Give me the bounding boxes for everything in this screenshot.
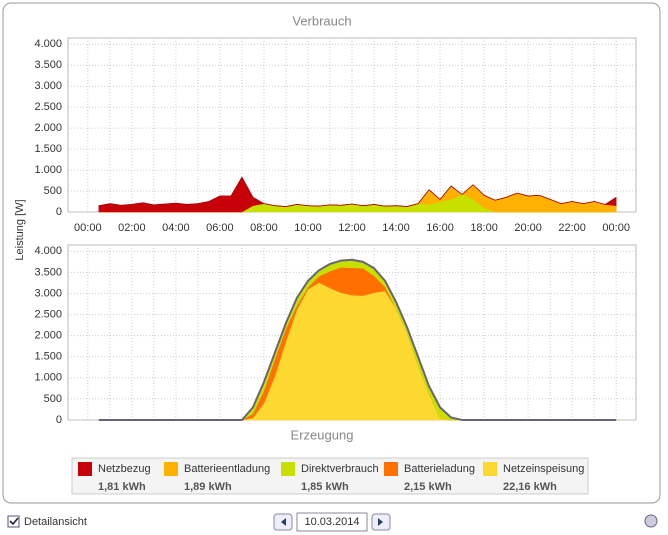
legend-energy: 2,15 kWh: [404, 481, 452, 493]
legend-label: Netzbezug: [98, 463, 151, 475]
legend-box: [71, 457, 589, 495]
y-tick-label: 1.500: [34, 143, 62, 155]
x-tick-label: 22:00: [558, 222, 586, 234]
legend-label: Netzeinspeisung: [503, 463, 584, 475]
legend-label: Batterieentladung: [184, 463, 270, 475]
x-tick-label: 18:00: [470, 222, 498, 234]
x-tick-label: 14:00: [382, 222, 410, 234]
x-tick-label: 12:00: [338, 222, 366, 234]
date-text: 10.03.2014: [304, 516, 359, 528]
date-field[interactable]: [296, 512, 368, 532]
legend-label: Direktverbrauch: [301, 463, 379, 475]
chart-title: Verbrauch: [292, 13, 351, 28]
y-tick-label: 1.000: [34, 372, 62, 384]
legend: Netzbezug 1,81 kWh Batterieentladung 1,89 k…: [78, 462, 584, 493]
y-tick-label: 2.000: [34, 122, 62, 134]
x-tick-label: 00:00: [74, 222, 102, 234]
y-tick-label: 0: [56, 206, 62, 218]
checkbox[interactable]: [7, 515, 20, 528]
y-tick-label: 0: [56, 414, 62, 426]
y-tick-label: 1.500: [34, 351, 62, 363]
y-tick-label: 500: [44, 185, 62, 197]
legend-swatch: [78, 462, 92, 476]
legend-energy: 1,89 kWh: [184, 481, 232, 493]
prev-icon: [281, 518, 286, 526]
x-tick-label: 10:00: [294, 222, 322, 234]
legend-energy: 1,81 kWh: [98, 481, 146, 493]
x-tick-label: 16:00: [426, 222, 454, 234]
checkbox-label[interactable]: Detailansicht: [24, 516, 87, 528]
total-line: [98, 176, 617, 207]
legend-energy: 1,85 kWh: [301, 481, 349, 493]
y-tick-label: 3.000: [34, 287, 62, 299]
x-tick-label: 06:00: [206, 222, 234, 234]
x-tick-label: 08:00: [250, 222, 278, 234]
checkmark: [9, 517, 19, 526]
y-tick-label: 4.000: [34, 38, 62, 50]
y-tick-label: 3.500: [34, 59, 62, 71]
x-tick-label: 20:00: [514, 222, 542, 234]
x-tick-label: 00:00: [602, 222, 630, 234]
legend-label: Batterieladung: [404, 463, 475, 475]
x-tick-label: 02:00: [118, 222, 146, 234]
y-tick-label: 4.000: [34, 245, 62, 257]
legend-swatch: [384, 462, 398, 476]
legend-swatch: [164, 462, 178, 476]
y-tick-label: 3.000: [34, 80, 62, 92]
y-tick-label: 2.500: [34, 308, 62, 320]
y-tick-label: 2.500: [34, 101, 62, 113]
y-tick-label: 2.000: [34, 330, 62, 342]
x-tick-label: 04:00: [162, 222, 190, 234]
next-icon: [378, 518, 383, 526]
legend-swatch: [281, 462, 295, 476]
y-tick-label: 1.000: [34, 164, 62, 176]
y-tick-label: 3.500: [34, 266, 62, 278]
y-axis-label: Leistung [W]: [14, 199, 26, 260]
y-tick-label: 500: [44, 393, 62, 405]
legend-energy: 22,16 kWh: [503, 481, 557, 493]
settings-icon[interactable]: [644, 514, 658, 528]
chart-title: Erzeugung: [291, 427, 354, 442]
total-line: [98, 258, 617, 421]
legend-swatch: [483, 462, 497, 476]
